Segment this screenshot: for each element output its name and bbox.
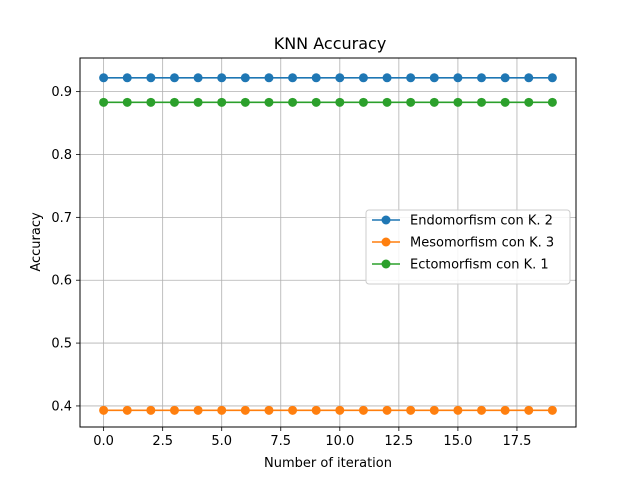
x-tick-label: 7.5 [270, 434, 291, 449]
data-point [477, 73, 487, 83]
data-point [311, 405, 321, 415]
y-tick-label: 0.5 [51, 337, 72, 352]
data-point [240, 73, 250, 83]
data-point [358, 405, 368, 415]
data-point [311, 97, 321, 107]
legend-marker [381, 259, 391, 269]
data-point [264, 97, 274, 107]
data-point [477, 405, 487, 415]
data-point [217, 405, 227, 415]
data-point [406, 97, 416, 107]
data-point [193, 405, 203, 415]
data-point [406, 73, 416, 83]
data-point [169, 97, 179, 107]
y-axis-label: Accuracy [29, 212, 44, 272]
x-tick-label: 5.0 [211, 434, 232, 449]
data-point [335, 73, 345, 83]
data-point [122, 405, 132, 415]
data-point [500, 405, 510, 415]
data-point [264, 73, 274, 83]
x-tick-label: 15.0 [443, 434, 472, 449]
data-point [429, 405, 439, 415]
data-point [500, 97, 510, 107]
data-point [335, 97, 345, 107]
data-point [288, 405, 298, 415]
x-tick-label: 10.0 [325, 434, 354, 449]
data-point [169, 73, 179, 83]
data-point [547, 97, 557, 107]
data-point [99, 405, 109, 415]
data-point [169, 405, 179, 415]
data-point [382, 97, 392, 107]
data-point [122, 73, 132, 83]
data-point [547, 405, 557, 415]
data-point [99, 97, 109, 107]
x-tick-label: 2.5 [152, 434, 173, 449]
data-point [547, 73, 557, 83]
x-tick-label: 12.5 [384, 434, 413, 449]
data-point [193, 97, 203, 107]
legend-label: Endomorfism con K. 2 [410, 214, 553, 229]
data-point [193, 73, 203, 83]
data-point [335, 405, 345, 415]
data-point [453, 405, 463, 415]
data-point [429, 97, 439, 107]
legend-marker [381, 215, 391, 225]
data-point [240, 97, 250, 107]
legend-box [365, 209, 571, 285]
y-tick-label: 0.7 [51, 211, 72, 226]
x-tick-label: 0.0 [93, 434, 114, 449]
data-point [477, 97, 487, 107]
data-point [240, 405, 250, 415]
legend-marker [381, 237, 391, 247]
data-point [453, 73, 463, 83]
data-point [217, 97, 227, 107]
data-point [524, 97, 534, 107]
y-tick-label: 0.8 [51, 148, 72, 163]
data-point [146, 405, 156, 415]
legend-item: Ectomorfism con K. 1 [372, 258, 549, 273]
legend-label: Mesomorfism con K. 3 [410, 236, 554, 251]
data-point [382, 405, 392, 415]
series-2 [99, 405, 557, 415]
data-point [264, 405, 274, 415]
data-point [146, 97, 156, 107]
data-point [122, 97, 132, 107]
series-layer [99, 73, 557, 415]
data-point [288, 97, 298, 107]
data-point [146, 73, 156, 83]
data-point [311, 73, 321, 83]
y-tick-label: 0.4 [51, 399, 72, 414]
y-tick-label: 0.9 [51, 85, 72, 100]
chart-title: KNN Accuracy [274, 34, 387, 53]
data-point [429, 73, 439, 83]
plot-frame [79, 57, 577, 428]
data-point [406, 405, 416, 415]
data-point [358, 73, 368, 83]
legend-item: Mesomorfism con K. 3 [372, 236, 554, 251]
data-point [99, 73, 109, 83]
series-1 [99, 73, 557, 83]
x-tick-label: 17.5 [502, 434, 531, 449]
data-point [500, 73, 510, 83]
data-point [358, 97, 368, 107]
data-point [288, 73, 298, 83]
axes: 0.0 2.5 5.0 7.5 10.0 12.5 15.0 17.5 0.4 0.5 0.6 0.7… [51, 85, 531, 449]
data-point [453, 97, 463, 107]
data-point [217, 73, 227, 83]
data-point [524, 405, 534, 415]
data-point [382, 73, 392, 83]
legend-label: Ectomorfism con K. 1 [410, 258, 549, 273]
data-point [524, 73, 534, 83]
series-3 [99, 97, 557, 107]
legend-item: Endomorfism con K. 2 [372, 214, 553, 229]
x-axis-label: Number of iteration [264, 456, 392, 471]
y-tick-label: 0.6 [51, 274, 72, 289]
legend: Endomorfism con K. 2 Mesomorfism con K. 3… [365, 209, 571, 285]
